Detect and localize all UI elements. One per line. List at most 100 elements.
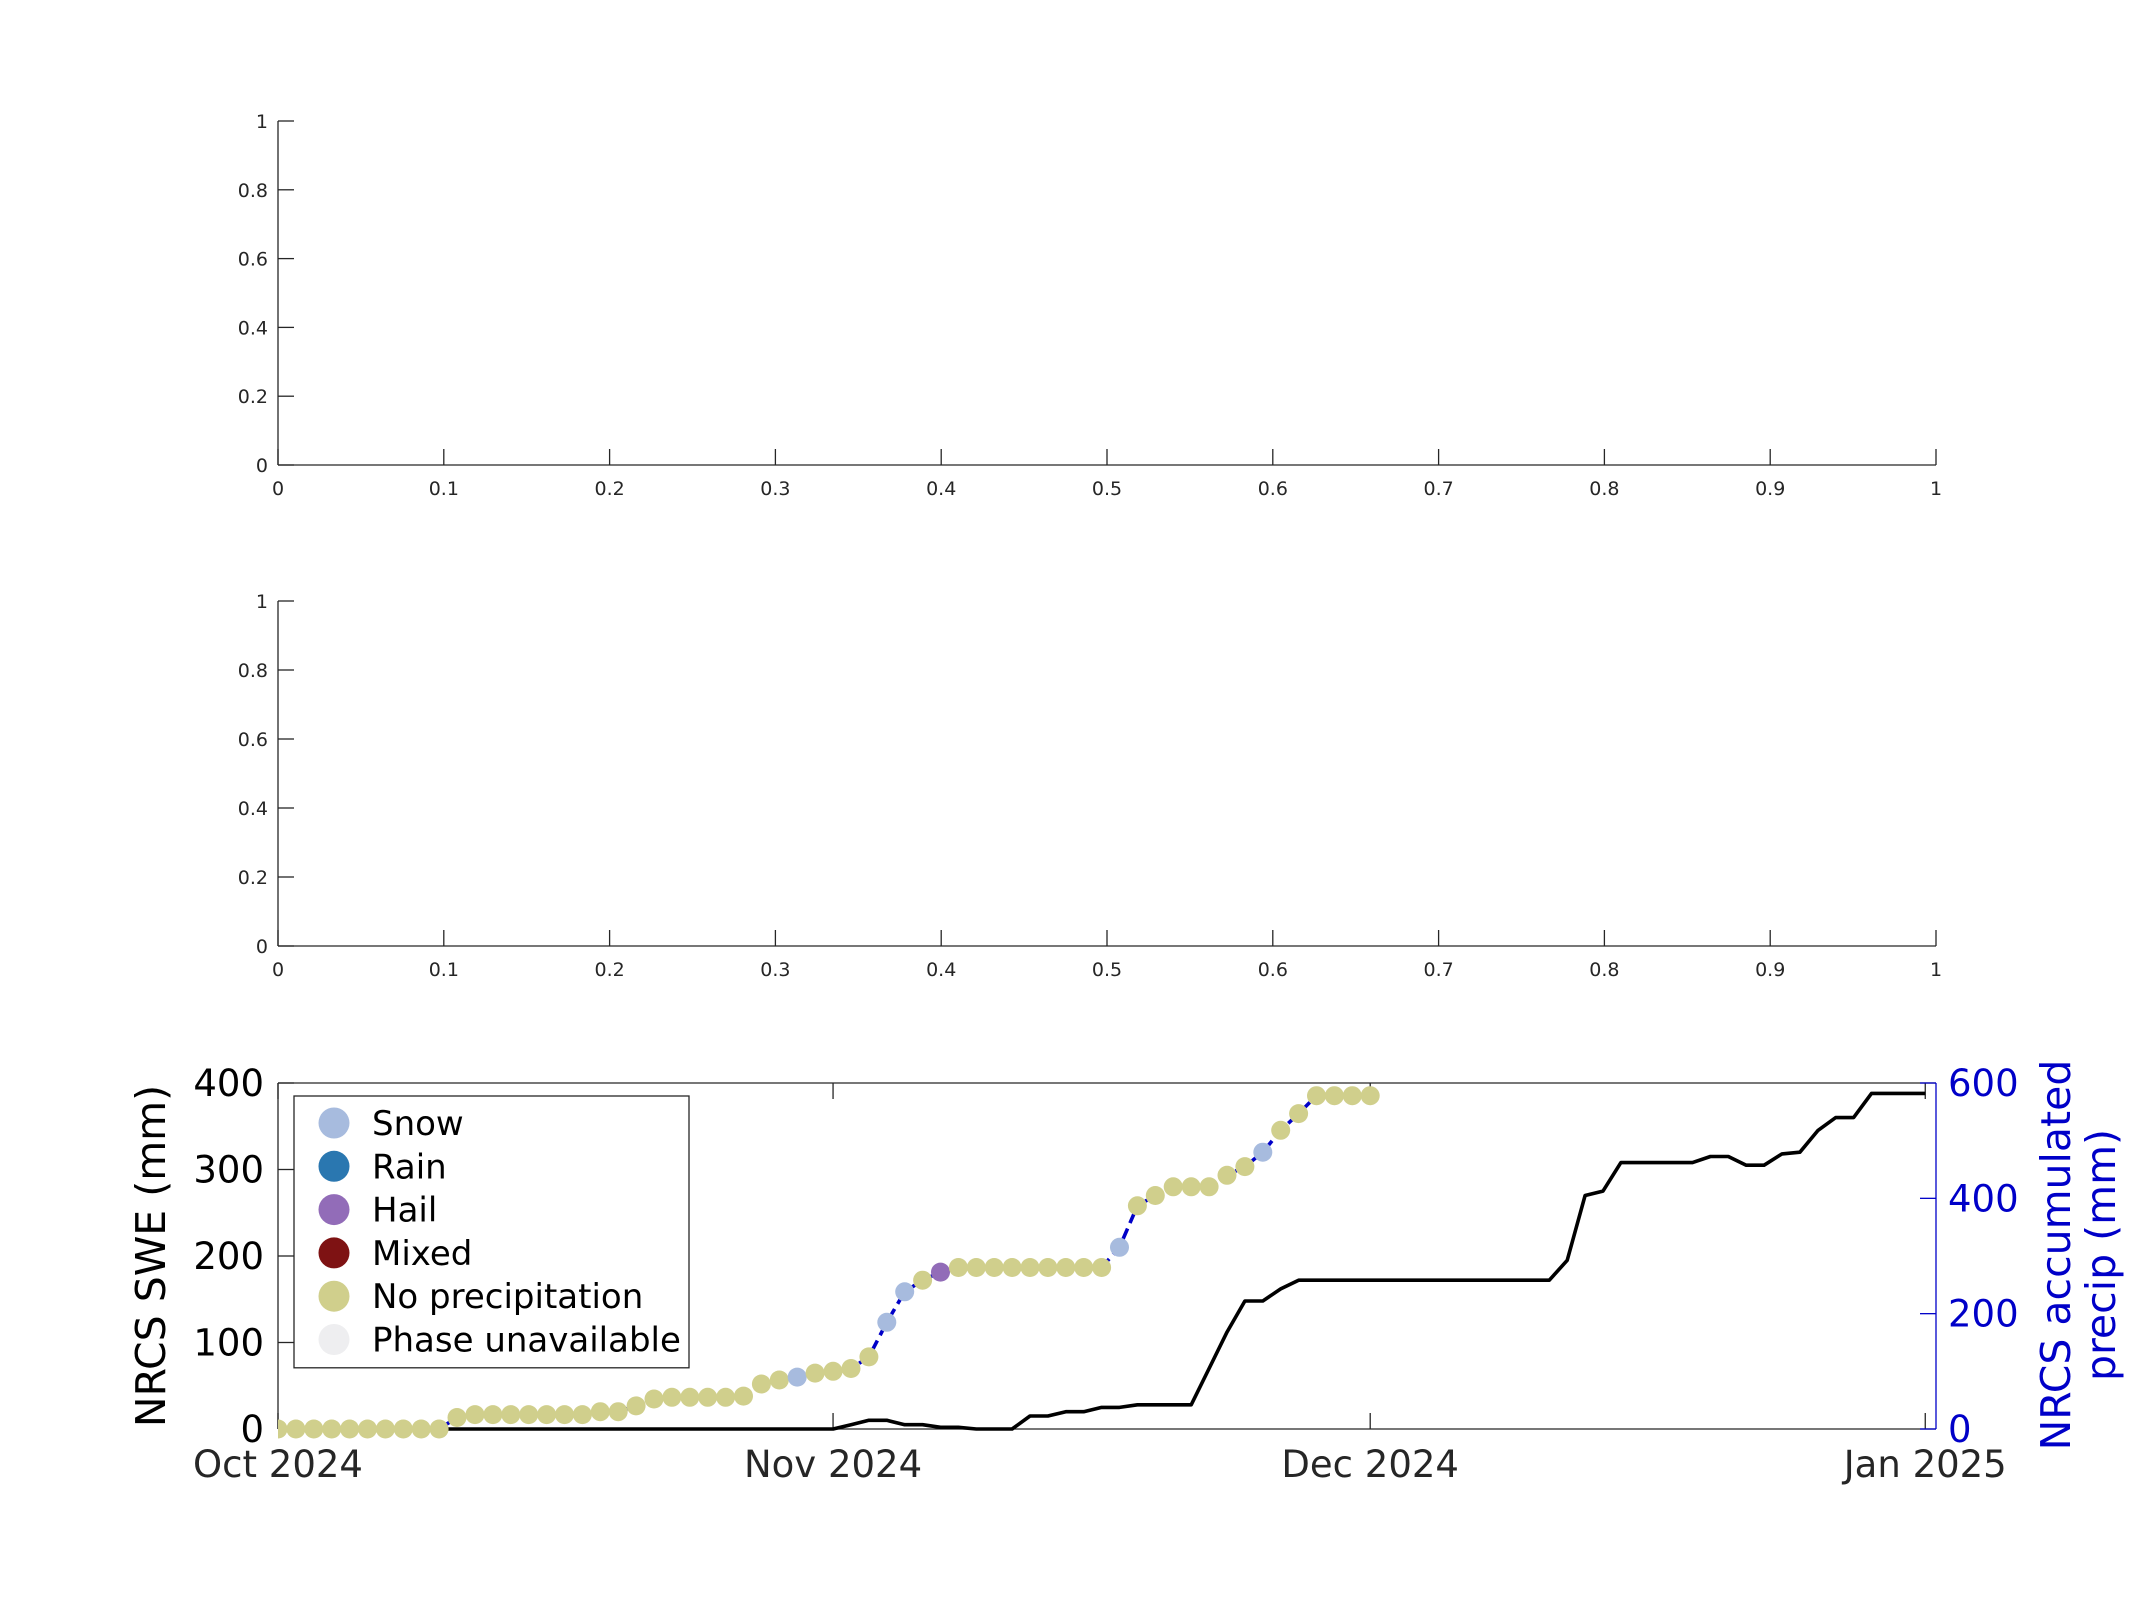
y-tick-label: 400 xyxy=(193,1062,264,1105)
precip-marker-no-precipitation xyxy=(572,1405,592,1425)
precip-marker-no-precipitation xyxy=(823,1361,843,1381)
precip-marker-no-precipitation xyxy=(1324,1086,1344,1106)
precip-marker-no-precipitation xyxy=(465,1405,485,1425)
precip-marker-snow xyxy=(895,1282,915,1302)
x-tick-label: 0 xyxy=(272,959,284,981)
legend-label: Rain xyxy=(372,1147,447,1187)
precip-marker-no-precipitation xyxy=(393,1419,413,1439)
legend-marker-rain xyxy=(318,1150,350,1182)
x-tick-label: 0.2 xyxy=(594,959,624,981)
x-tick-label: 0.1 xyxy=(429,478,459,500)
y-tick-label: 0 xyxy=(256,936,268,958)
x-tick-label: 1 xyxy=(1930,959,1942,981)
legend-marker-no-precipitation xyxy=(318,1280,350,1312)
legend-box xyxy=(293,1095,690,1369)
x-tick-label: 0.4 xyxy=(926,959,956,981)
precip-marker-no-precipitation xyxy=(1002,1258,1022,1277)
precip-marker-no-precipitation xyxy=(1092,1258,1112,1277)
precip-marker-no-precipitation xyxy=(358,1419,377,1439)
x-tick-label: 0.3 xyxy=(760,478,790,500)
x-tick-label: Nov 2024 xyxy=(744,1443,922,1486)
x-tick-label: 0.1 xyxy=(429,959,459,981)
precip-marker-no-precipitation xyxy=(447,1408,467,1427)
legend-label: No precipitation xyxy=(372,1277,643,1317)
empty-axes-2: 0 0.1 0.2 0.3 0.4 0.5 0.6 0.7 0.8 0.9 1 0 0.2 0.4 0.6 0… xyxy=(238,591,1942,981)
precip-marker-no-precipitation xyxy=(322,1419,342,1439)
plot-area xyxy=(278,1086,1926,1439)
precip-marker-no-precipitation xyxy=(1181,1177,1201,1197)
precip-marker-no-precipitation xyxy=(1020,1258,1040,1277)
precip-marker-no-precipitation xyxy=(1217,1165,1237,1185)
precip-marker-no-precipitation xyxy=(608,1402,628,1422)
precip-marker-no-precipitation xyxy=(1307,1086,1326,1106)
x-tick-label: 0.8 xyxy=(1589,478,1619,500)
precip-marker-no-precipitation xyxy=(1127,1196,1147,1216)
y2-tick-label: 200 xyxy=(1948,1293,2019,1336)
precip-marker-no-precipitation xyxy=(769,1370,789,1390)
x-tick-label: 0.7 xyxy=(1423,478,1453,500)
y-tick-label: 0 xyxy=(256,455,268,477)
legend-marker-snow xyxy=(318,1107,350,1139)
swe-line xyxy=(278,1091,1926,1431)
y2-axis-label-line-1: NRCS accumulated xyxy=(2032,1060,2080,1451)
precip-marker-no-precipitation xyxy=(1074,1258,1094,1277)
precip-marker-no-precipitation xyxy=(1056,1258,1076,1277)
x-tick-label: 0.6 xyxy=(1258,478,1288,500)
y2-axis-label-line-2: precip (mm) xyxy=(2077,1129,2125,1381)
precip-marker-no-precipitation xyxy=(1145,1186,1165,1205)
precip-marker-no-precipitation xyxy=(429,1419,449,1439)
x-tick-label: 0.5 xyxy=(1092,478,1122,500)
x-tick-label: 0.8 xyxy=(1589,959,1619,981)
precip-marker-no-precipitation xyxy=(948,1258,968,1277)
y-tick-label: 1 xyxy=(256,591,268,613)
legend-label: Hail xyxy=(372,1191,437,1231)
y2-tick-label: 600 xyxy=(1948,1062,2019,1105)
precip-marker-no-precipitation xyxy=(1199,1177,1219,1197)
swe-precip-chart: Oct 2024 Nov 2024 Dec 2024 Jan 202501002003… xyxy=(127,1060,2125,1486)
y-tick-label: 0.6 xyxy=(238,249,268,271)
precip-marker-no-precipitation xyxy=(519,1405,539,1425)
precip-marker-no-precipitation xyxy=(1163,1177,1183,1197)
precip-marker-no-precipitation xyxy=(841,1359,861,1378)
y-tick-label: 100 xyxy=(193,1322,264,1365)
y-tick-label: 0.2 xyxy=(238,386,268,408)
x-tick-label: Jan 2025 xyxy=(1842,1443,2007,1486)
precip-marker-no-precipitation xyxy=(304,1419,324,1439)
legend-label: Phase unavailable xyxy=(372,1321,681,1361)
y2-tick-label: 400 xyxy=(1948,1177,2019,1220)
precip-marker-snow xyxy=(787,1367,807,1387)
y-tick-label: 300 xyxy=(193,1149,264,1192)
x-tick-label: 1 xyxy=(1930,478,1942,500)
precip-marker-no-precipitation xyxy=(483,1405,503,1425)
precip-marker-no-precipitation xyxy=(805,1363,825,1383)
precip-marker-no-precipitation xyxy=(1289,1104,1309,1124)
legend-label: Mixed xyxy=(372,1234,472,1274)
precip-marker-no-precipitation xyxy=(966,1258,986,1277)
x-tick-label: 0 xyxy=(272,478,284,500)
precip-marker-snow xyxy=(1110,1237,1129,1257)
y-tick-label: 200 xyxy=(193,1235,264,1278)
y-tick-label: 0.6 xyxy=(238,729,268,751)
y-tick-label: 0.4 xyxy=(238,798,268,820)
legend-marker-phase-unavailable xyxy=(318,1324,350,1355)
precip-marker-no-precipitation xyxy=(286,1419,306,1439)
precip-marker-no-precipitation xyxy=(278,1419,288,1439)
precip-marker-no-precipitation xyxy=(698,1387,718,1407)
precip-marker-no-precipitation xyxy=(734,1386,753,1406)
legend-marker-hail xyxy=(318,1194,350,1226)
precip-marker-no-precipitation xyxy=(375,1419,395,1439)
x-tick-label: 0.9 xyxy=(1755,478,1785,500)
precip-marker-no-precipitation xyxy=(590,1402,610,1422)
x-tick-label: 0.3 xyxy=(760,959,790,981)
x-tick-label: 0.4 xyxy=(926,478,956,500)
precip-marker-snow xyxy=(877,1312,897,1332)
precip-marker-no-precipitation xyxy=(716,1387,736,1407)
y-axis-label: NRCS SWE (mm) xyxy=(127,1085,175,1427)
precip-marker-no-precipitation xyxy=(913,1270,933,1290)
legend-marker-mixed xyxy=(318,1237,350,1269)
precip-marker-no-precipitation xyxy=(644,1389,664,1409)
x-tick-label: 0.7 xyxy=(1423,959,1453,981)
precip-marker-no-precipitation xyxy=(1342,1086,1362,1106)
precip-marker-no-precipitation xyxy=(680,1387,700,1407)
